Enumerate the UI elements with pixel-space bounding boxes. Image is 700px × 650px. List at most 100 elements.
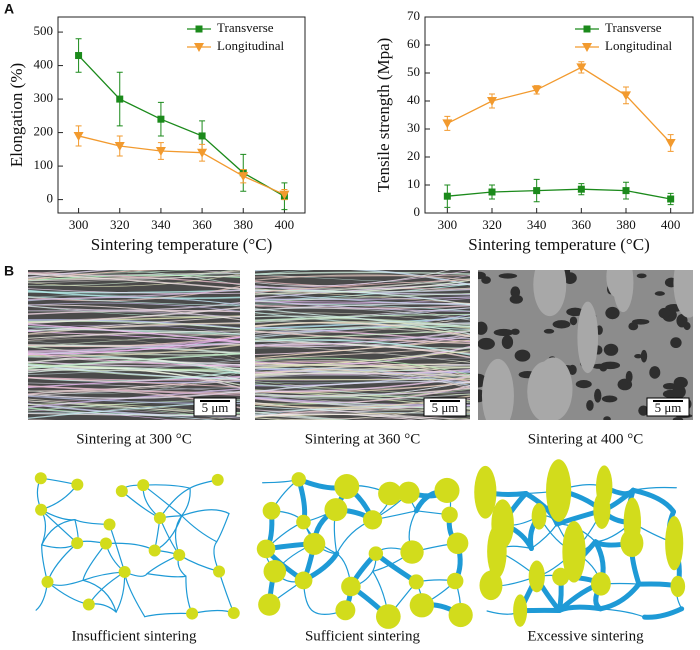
legend-label: Transverse — [217, 20, 274, 35]
fiber — [41, 519, 76, 546]
fiber — [255, 340, 470, 354]
node — [296, 514, 311, 530]
fiber — [255, 283, 470, 299]
node — [227, 607, 240, 620]
y-tick-label: 500 — [34, 23, 54, 38]
schematic — [34, 472, 240, 620]
pore — [649, 366, 661, 379]
node — [593, 491, 611, 529]
pore — [501, 335, 514, 350]
marker — [622, 187, 630, 195]
pore — [640, 349, 648, 363]
y-tick-label: 100 — [34, 157, 54, 172]
marker — [194, 43, 204, 52]
fiber — [28, 352, 240, 367]
fiber — [530, 523, 558, 550]
fiber — [28, 416, 240, 420]
fiber — [255, 297, 470, 304]
fiber — [255, 270, 314, 275]
node — [513, 594, 528, 627]
fiber — [255, 367, 470, 386]
pore — [498, 273, 518, 279]
fiber — [28, 385, 240, 396]
pore — [569, 316, 578, 326]
marker — [197, 148, 208, 158]
fiber — [556, 604, 604, 614]
node — [591, 572, 611, 596]
panel-label: B — [4, 263, 14, 279]
node — [148, 544, 161, 557]
pore — [509, 294, 523, 304]
fiber — [28, 352, 240, 370]
node — [71, 537, 84, 550]
fiber — [28, 274, 240, 284]
fiber — [46, 542, 78, 583]
fiber — [28, 333, 240, 341]
scale-box — [193, 397, 237, 417]
fiber — [181, 487, 191, 517]
fiber — [255, 312, 470, 326]
node — [441, 506, 458, 524]
fiber — [142, 484, 191, 489]
fiber — [255, 388, 470, 398]
melt — [673, 270, 693, 318]
pore — [493, 328, 514, 337]
fiber — [216, 512, 230, 543]
fiber — [146, 573, 187, 578]
pore — [586, 399, 594, 411]
fiber — [144, 612, 193, 618]
fiber — [255, 374, 470, 384]
y-tick-label: 400 — [34, 57, 54, 72]
pore — [478, 337, 495, 350]
x-tick-label: 400 — [275, 217, 295, 232]
fiber — [28, 361, 240, 367]
fiber — [40, 509, 78, 544]
node — [408, 574, 424, 590]
legend-label: Longitudinal — [605, 38, 673, 53]
fiber — [255, 316, 470, 334]
fiber — [630, 487, 677, 515]
y-axis-label: Tensile strength (Mpa) — [374, 38, 393, 193]
fiber — [28, 409, 176, 420]
series-line — [78, 55, 285, 197]
melt — [481, 358, 514, 420]
schematic-caption: Sufficient sintering — [305, 628, 421, 644]
pore — [481, 276, 491, 284]
fiber — [255, 413, 443, 420]
x-tick-label: 320 — [110, 217, 130, 232]
pore — [603, 416, 611, 420]
fiber — [255, 347, 470, 360]
pore — [594, 388, 602, 403]
node — [115, 485, 128, 498]
pore — [478, 321, 488, 335]
fiber — [255, 381, 470, 393]
fiber — [599, 608, 646, 618]
series-line — [447, 188, 671, 200]
node — [213, 565, 226, 578]
pore — [514, 349, 531, 362]
fiber — [28, 270, 196, 275]
node — [334, 474, 360, 499]
panel-label: A — [4, 1, 14, 17]
node — [303, 532, 326, 555]
y-tick-label: 300 — [34, 90, 54, 105]
fiber — [28, 377, 240, 388]
scale-box — [646, 397, 690, 417]
fiber — [181, 509, 230, 517]
fiber — [255, 381, 470, 395]
decoration: 5 μm 5 μm 5 μm — [28, 270, 693, 629]
fiber — [40, 484, 78, 511]
fiber — [255, 330, 470, 345]
x-tick-label: 340 — [527, 217, 547, 232]
node — [153, 511, 166, 524]
fiber — [82, 579, 117, 613]
fiber — [28, 390, 240, 399]
fiber — [255, 362, 470, 380]
marker — [442, 119, 453, 129]
y-tick-label: 0 — [47, 191, 54, 206]
node — [35, 503, 48, 516]
series-line — [447, 66, 672, 144]
sem-image: 5 μm — [255, 270, 470, 420]
node — [335, 600, 356, 621]
node — [562, 521, 586, 583]
